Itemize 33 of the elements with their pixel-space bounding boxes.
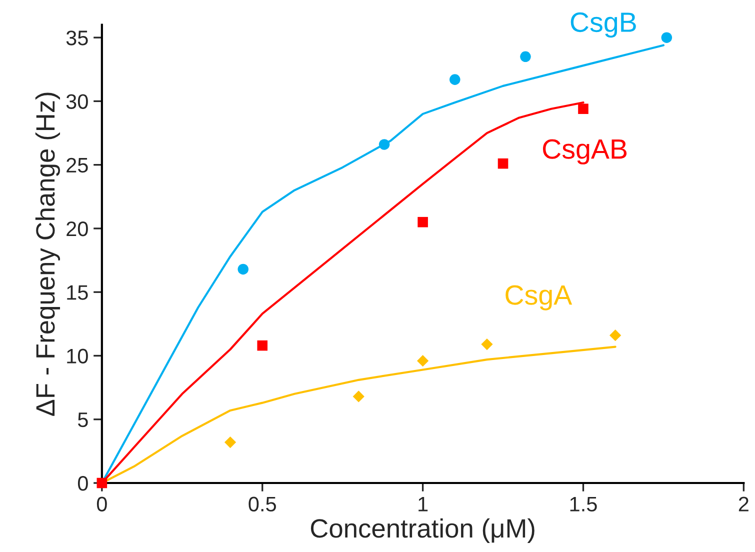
x-tick-label: 1 — [418, 496, 428, 512]
point — [520, 51, 531, 62]
y-tick-label: 30 — [66, 94, 88, 109]
y-tick-label: 5 — [78, 412, 88, 428]
point — [661, 32, 672, 43]
point — [416, 355, 429, 367]
y-tick-label: 20 — [66, 221, 88, 236]
point — [96, 478, 108, 488]
point — [578, 104, 588, 114]
point — [450, 74, 460, 85]
series-label: CsgA — [506, 285, 572, 310]
point — [498, 158, 508, 169]
y-tick-label: 0 — [78, 476, 88, 491]
x-tick-label: 0 — [96, 496, 107, 512]
point — [224, 436, 236, 448]
x-tick-label: 0.5 — [248, 496, 276, 512]
point — [378, 139, 390, 150]
point — [418, 216, 428, 228]
y-tick-label: 25 — [66, 158, 88, 173]
point — [238, 264, 248, 275]
y-tick-label: 10 — [67, 348, 88, 364]
y-tick-label: 15 — [67, 285, 88, 300]
y-tick-label: 35 — [66, 30, 88, 46]
x-tick-label: 1.5 — [570, 496, 597, 512]
series-label: CsgAB — [542, 139, 627, 164]
x-tick-label: 2 — [738, 496, 748, 512]
series-label: CsgB — [570, 12, 636, 38]
y-axis-title: ΔF - Frequeny Change (Hz) — [35, 92, 60, 416]
point — [610, 330, 622, 342]
point — [352, 390, 364, 402]
point — [257, 340, 268, 351]
point — [481, 338, 493, 350]
x-axis-title: Concentration (μM) — [310, 518, 534, 543]
